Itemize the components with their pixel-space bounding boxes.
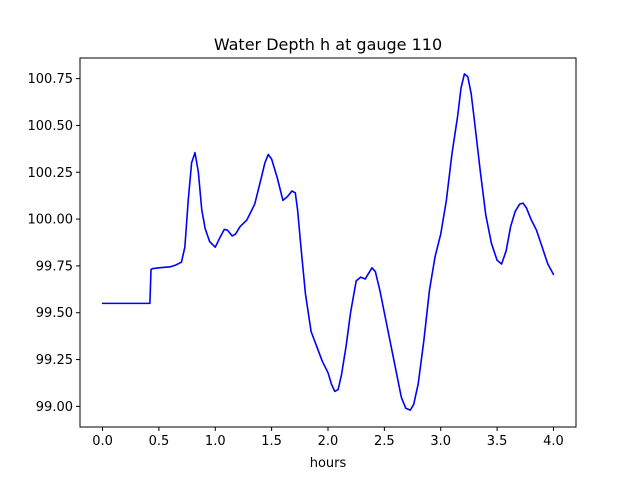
y-tick-label: 99.25 xyxy=(36,353,73,368)
x-axis-label: hours xyxy=(310,456,347,471)
plot-area xyxy=(101,73,555,411)
y-tick-label: 100.50 xyxy=(28,119,74,134)
y-tick-label: 100.25 xyxy=(28,166,74,181)
x-tick-label: 2.5 xyxy=(374,434,395,449)
y-tick-label: 100.75 xyxy=(28,72,74,87)
x-tick-label: 3.5 xyxy=(487,434,508,449)
y-tick-label: 99.00 xyxy=(36,400,73,415)
y-tick-label: 99.50 xyxy=(36,306,73,321)
chart-title: Water Depth h at gauge 110 xyxy=(214,35,442,54)
y-axis-ticks: 99.00 99.25 99.50 99.75 100.00 100.25 100.50 10… xyxy=(28,72,80,415)
x-tick-label: 3.0 xyxy=(430,434,451,449)
x-tick-label: 0.5 xyxy=(149,434,170,449)
x-tick-label: 2.0 xyxy=(318,434,339,449)
x-tick-label: 1.5 xyxy=(261,434,282,449)
x-tick-label: 4.0 xyxy=(543,434,564,449)
y-tick-label: 100.00 xyxy=(28,213,74,228)
series-line-0 xyxy=(101,73,555,411)
axes-frame xyxy=(79,57,577,428)
x-axis-ticks: 0.0 0.5 1.0 1.5 2.0 2.5 3.0 3.5 4.0 xyxy=(92,427,564,449)
x-tick-label: 1.0 xyxy=(205,434,226,449)
y-tick-label: 99.75 xyxy=(36,259,73,274)
x-tick-label: 0.0 xyxy=(92,434,113,449)
